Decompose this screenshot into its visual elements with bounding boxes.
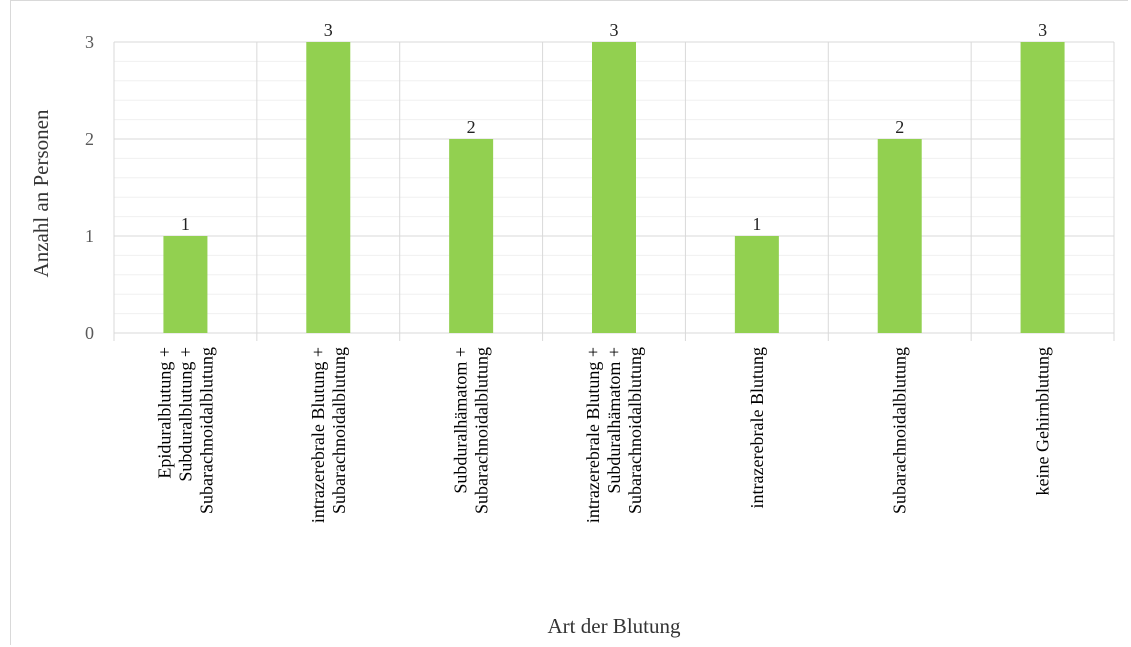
x-tick-label: Subarachnoidalblutung bbox=[472, 347, 492, 514]
x-tick-label: Subarachnoidalblutung bbox=[196, 347, 216, 514]
bar bbox=[592, 42, 636, 333]
bar bbox=[734, 236, 779, 333]
data-label: 3 bbox=[610, 20, 619, 40]
bar bbox=[877, 139, 922, 333]
y-tick-label: 3 bbox=[85, 32, 94, 52]
y-axis-tick-labels: 0 1 2 3 bbox=[85, 32, 94, 343]
data-label: 2 bbox=[895, 117, 904, 137]
x-tick-label: Subarachnoidalblutung bbox=[890, 347, 910, 514]
x-tick-label: intrazerebrale Blutung + bbox=[583, 347, 603, 523]
bar bbox=[449, 139, 494, 333]
category-dividers bbox=[113, 42, 1115, 341]
y-tick-label: 1 bbox=[85, 226, 94, 246]
x-axis-title: Art der Blutung bbox=[548, 614, 681, 638]
bar bbox=[163, 236, 208, 333]
data-label: 1 bbox=[181, 214, 190, 234]
bar bbox=[306, 42, 351, 333]
data-labels: 1 3 2 3 1 2 3 bbox=[181, 20, 1047, 234]
x-tick-label: intrazerebrale Blutung + bbox=[308, 347, 328, 523]
bar-series bbox=[163, 42, 1065, 333]
x-tick-label: Subarachnoidalblutung bbox=[625, 347, 645, 514]
bar bbox=[1020, 42, 1065, 333]
y-tick-label: 0 bbox=[85, 323, 94, 343]
x-axis-category-labels: Epiduralblutung + Subduralblutung + Subara… bbox=[154, 347, 1052, 523]
y-tick-label: 2 bbox=[85, 129, 94, 149]
x-tick-label: Epiduralblutung + bbox=[154, 347, 174, 479]
data-label: 2 bbox=[467, 117, 476, 137]
y-axis-title: Anzahl an Personen bbox=[29, 109, 53, 277]
x-tick-label: Subarachnoidalblutung bbox=[329, 347, 349, 514]
chart-frame bbox=[10, 0, 1128, 645]
x-tick-label: intrazerebrale Blutung bbox=[747, 347, 767, 508]
data-label: 3 bbox=[1038, 20, 1047, 40]
x-tick-label: Subduralhämatom + bbox=[451, 347, 471, 494]
data-label: 3 bbox=[324, 20, 333, 40]
x-tick-label: keine Gehirnblutung bbox=[1033, 347, 1053, 495]
data-label: 1 bbox=[752, 214, 761, 234]
x-tick-label: Subduralhämatom + bbox=[604, 347, 624, 494]
x-tick-label: Subduralblutung + bbox=[175, 347, 195, 482]
